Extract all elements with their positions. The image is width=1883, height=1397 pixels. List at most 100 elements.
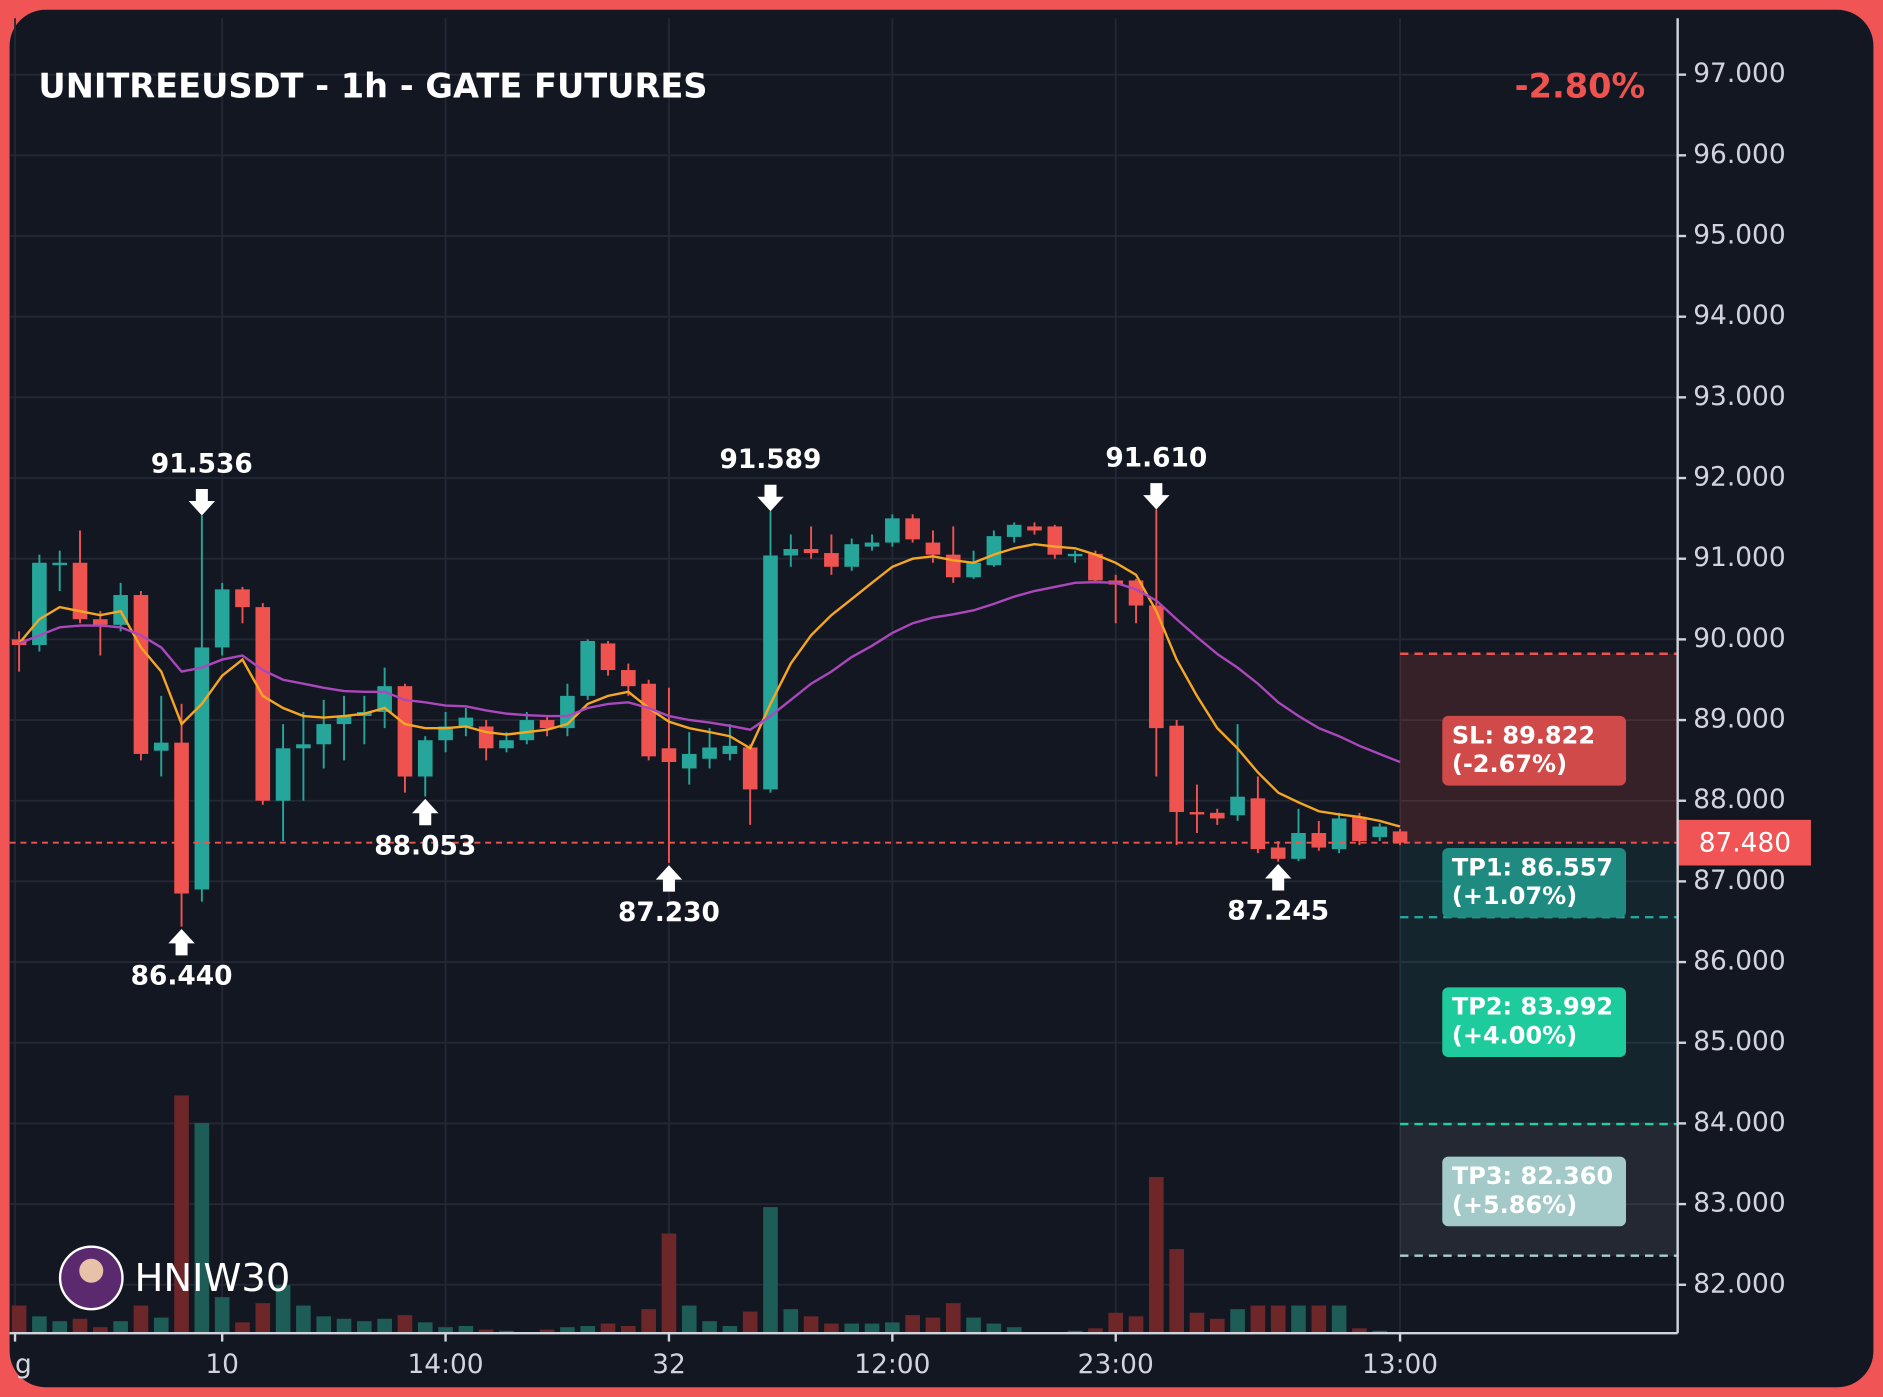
candle-body: [763, 555, 778, 790]
candle-body: [1027, 526, 1042, 531]
candle-body: [438, 726, 453, 741]
annotation-label: 91.610: [1105, 443, 1207, 474]
y-tick-label: 83.000: [1693, 1188, 1785, 1219]
candle-body: [621, 670, 636, 687]
candle-body: [194, 647, 210, 890]
level-pct: (+5.86%): [1452, 1191, 1577, 1219]
last-price-box: [1677, 819, 1811, 866]
volume-bar: [560, 1327, 575, 1334]
volume-bar: [478, 1329, 494, 1334]
candle-body: [702, 747, 717, 759]
level-pct: (+1.07%): [1452, 882, 1577, 910]
y-tick-label: 94.000: [1693, 300, 1785, 331]
annotation-label: 86.440: [131, 961, 233, 992]
y-tick-label: 96.000: [1693, 139, 1785, 170]
volume-bar: [945, 1303, 961, 1334]
y-tick-label: 93.000: [1693, 381, 1785, 412]
volume-bar: [783, 1309, 799, 1334]
volume-bar: [1352, 1328, 1367, 1334]
candle-body: [1006, 524, 1022, 537]
change-label: -2.80%: [1515, 66, 1646, 105]
level-label: TP3: 82.360: [1452, 1162, 1613, 1190]
volume-bar: [153, 1317, 169, 1334]
annotation-label: 91.536: [151, 449, 253, 480]
candle-body: [72, 562, 88, 620]
y-tick-label: 85.000: [1693, 1026, 1785, 1057]
candle-body: [275, 748, 291, 801]
candle-body: [499, 740, 514, 749]
candle-body: [153, 742, 169, 751]
candle-body: [174, 742, 189, 894]
candle-body: [1311, 832, 1327, 848]
volume-bar: [417, 1322, 433, 1334]
volume-bar: [113, 1321, 128, 1334]
overlay: 82.000 83.000 84.000 85.000 86.000 87.000 88.0…: [13, 58, 1811, 1380]
candle-body: [844, 544, 860, 567]
candle-body: [641, 683, 656, 757]
arrow-down: [188, 489, 216, 516]
candle-body: [1331, 818, 1347, 850]
candle-body: [1189, 812, 1205, 815]
candle-body: [519, 720, 535, 741]
grid: [9, 18, 1678, 1334]
volume-bar: [580, 1325, 596, 1334]
candle-body: [1250, 798, 1266, 850]
volume-bar: [641, 1309, 656, 1334]
candle-body: [1149, 605, 1164, 729]
level-box: [1442, 987, 1627, 1057]
chart-title: UNITREEUSDT - 1h - GATE FUTURES: [38, 66, 707, 105]
arrow-up: [655, 865, 683, 892]
volume-bar: [1169, 1249, 1184, 1334]
volume-bar: [72, 1318, 88, 1334]
volume-bar: [1006, 1327, 1022, 1334]
candle-body: [417, 740, 433, 777]
y-tick-label: 91.000: [1693, 542, 1785, 573]
volume-bar: [885, 1322, 900, 1334]
volume-bar: [1149, 1177, 1164, 1334]
annotation-label: 91.589: [720, 444, 822, 475]
candle-body: [885, 518, 900, 543]
level-pct: (-2.67%): [1452, 750, 1567, 778]
ma-line: [18, 542, 1401, 828]
arrow-down: [757, 484, 784, 512]
level-box: [1442, 848, 1627, 918]
y-tick-label: 82.000: [1693, 1268, 1785, 1299]
volume-bar: [1230, 1309, 1245, 1334]
avatar-face: [79, 1258, 104, 1283]
volume-bar: [844, 1323, 860, 1334]
candle-body: [1230, 796, 1245, 816]
volume-bar: [742, 1311, 758, 1334]
level-label: TP2: 83.992: [1452, 993, 1613, 1021]
candle-body: [1372, 826, 1388, 838]
candle-body: [681, 753, 697, 769]
volume-bar: [174, 1095, 189, 1334]
volume-bar: [722, 1325, 738, 1334]
annotation-label: 88.053: [374, 830, 476, 861]
candle-body: [133, 595, 149, 754]
volume-bar: [32, 1316, 47, 1334]
y-tick-label: 95.000: [1693, 220, 1785, 251]
candle-body: [742, 747, 758, 790]
candle-body: [986, 536, 1002, 566]
candle-body: [539, 720, 555, 729]
volume-bar: [1128, 1316, 1144, 1334]
x-tick-label: 12:00: [854, 1349, 930, 1380]
volume-bar: [93, 1327, 108, 1334]
volume-bar: [1108, 1312, 1124, 1334]
arrow-up: [412, 798, 439, 826]
candle-body: [722, 745, 738, 754]
volume-bar: [1311, 1305, 1327, 1334]
x-tick-label: 10: [205, 1349, 239, 1380]
volume-bar: [600, 1323, 616, 1334]
annotation-label: 87.245: [1227, 896, 1329, 927]
candle-body: [235, 589, 250, 608]
candle-body: [1392, 831, 1408, 843]
volume-bar: [1088, 1328, 1103, 1334]
candle-body: [1169, 725, 1184, 813]
volume-bar: [458, 1325, 474, 1334]
y-tick-label: 90.000: [1693, 623, 1785, 654]
volume-bar: [397, 1315, 413, 1334]
candle-body: [336, 716, 352, 725]
candle-body: [1067, 553, 1083, 557]
